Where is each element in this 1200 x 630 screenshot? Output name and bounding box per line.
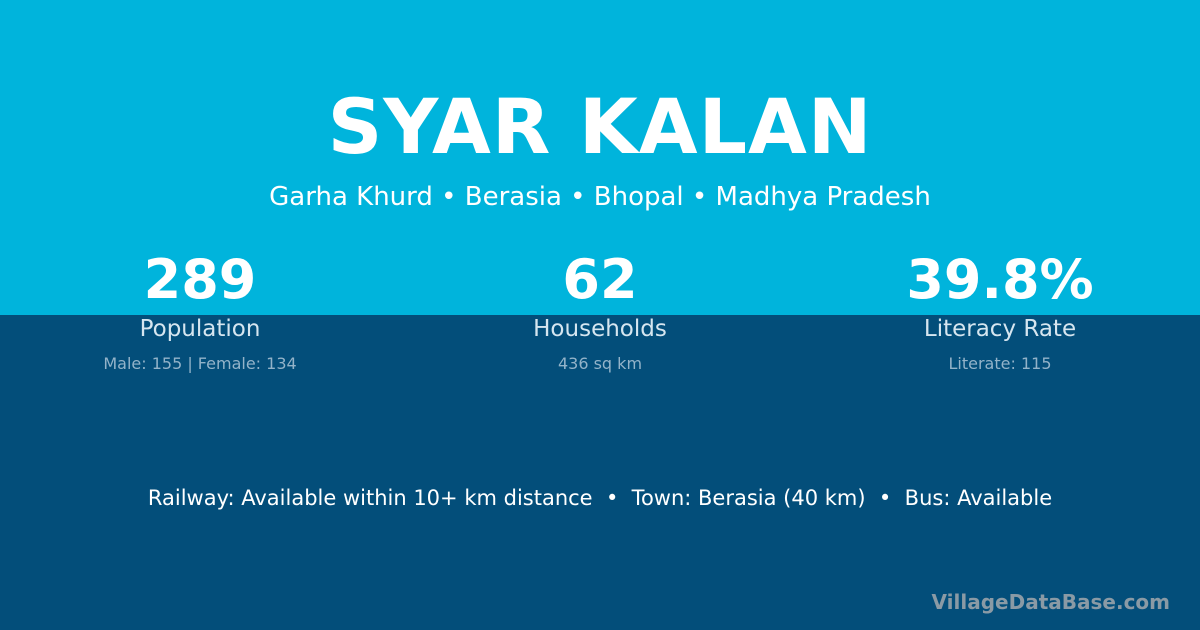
village-title: SYAR KALAN: [327, 82, 873, 171]
stat-value: 289: [143, 248, 257, 311]
brand-watermark: VillageDataBase.com: [931, 590, 1170, 614]
stat-label: Households: [533, 316, 667, 342]
stat-detail: Male: 155 | Female: 134: [103, 354, 297, 373]
stat-detail: Literate: 115: [948, 354, 1052, 373]
amenities-line: Railway: Available within 10+ km distanc…: [147, 486, 1053, 510]
stat-label: Population: [139, 316, 261, 342]
stat-value: 62: [562, 248, 638, 311]
stat-value: 39.8%: [906, 248, 1094, 311]
location-breadcrumb: Garha Khurd • Berasia • Bhopal • Madhya …: [269, 182, 931, 212]
header-band: [0, 0, 1200, 315]
stat-detail: 436 sq km: [557, 354, 643, 373]
stats-band: [0, 315, 1200, 630]
stat-label: Literacy Rate: [923, 316, 1077, 342]
